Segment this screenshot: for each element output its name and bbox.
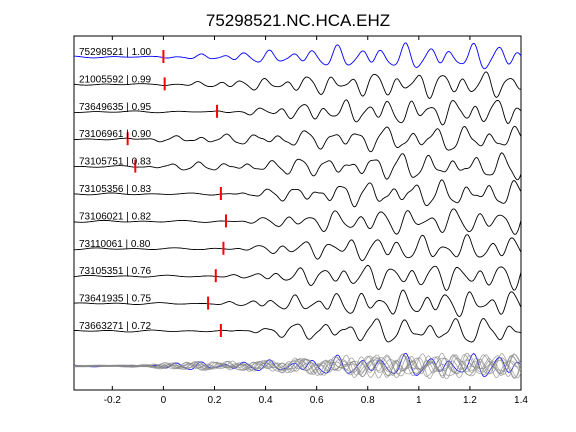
- x-tick-label: 0.4: [259, 395, 273, 406]
- waveform-trace: 73105351 | 0.76: [73, 264, 522, 291]
- trace-label: 73105351 | 0.76: [79, 266, 152, 277]
- stacked-waveform-line: [73, 354, 522, 379]
- waveform-trace: 73663271 | 0.72: [73, 318, 522, 343]
- waveform-line: [73, 71, 522, 100]
- x-tick-label: 0.6: [310, 395, 324, 406]
- plot-frame: [73, 35, 522, 391]
- stacked-waveforms: [73, 352, 522, 380]
- waveform-line: [73, 99, 522, 126]
- stacked-waveform-line: [74, 354, 522, 377]
- waveform-line: [73, 179, 522, 208]
- trace-label: 73641935 | 0.75: [79, 294, 152, 305]
- x-axis: -0.2 0 0.2 0.4 0.6 0.8 1 1.2 1.4: [104, 36, 528, 406]
- waveform-line: [73, 289, 522, 317]
- waveform-line: [73, 152, 522, 181]
- x-tick-label: 0: [161, 395, 167, 406]
- waveform-trace: 73105751 | 0.83: [73, 152, 522, 181]
- waveform-trace: 73105356 | 0.83: [73, 179, 522, 208]
- trace-label: 73106961 | 0.90: [79, 129, 152, 140]
- x-tick-label: 1.2: [463, 395, 477, 406]
- waveform-trace: 73106961 | 0.90: [74, 125, 522, 153]
- waveform-line: [73, 234, 522, 262]
- waveform-line: [73, 264, 522, 291]
- waveform-trace: 75298521 | 1.00: [73, 42, 522, 70]
- waveform-trace: 21005592 | 0.99: [73, 71, 522, 100]
- trace-label: 73110061 | 0.80: [79, 239, 151, 250]
- trace-label: 73105751 | 0.83: [79, 157, 152, 168]
- trace-label: 21005592 | 0.99: [79, 74, 152, 85]
- chart-title: 75298521.NC.HCA.EHZ: [206, 11, 390, 30]
- x-tick-label: -0.2: [104, 395, 122, 406]
- waveform-line: [73, 42, 522, 70]
- trace-label: 73649635 | 0.95: [79, 102, 152, 113]
- x-tick-label: 1.4: [514, 395, 528, 406]
- trace-label: 73663271 | 0.72: [79, 321, 152, 332]
- x-tick-label: 1: [416, 395, 422, 406]
- trace-label: 73105356 | 0.83: [79, 184, 152, 195]
- waveform-line: [74, 125, 522, 153]
- waveform-line: [73, 318, 522, 343]
- x-tick-label: 0.2: [208, 395, 222, 406]
- trace-label: 73106021 | 0.82: [79, 211, 152, 222]
- waveform-trace: 73110061 | 0.80: [73, 234, 522, 262]
- x-tick-label: 0.8: [361, 395, 375, 406]
- trace-label: 75298521 | 1.00: [79, 47, 152, 58]
- waveform-trace: 73649635 | 0.95: [73, 99, 522, 126]
- trace-list: 75298521 | 1.00 21005592 | 0.99 73649635 |…: [73, 42, 522, 343]
- waveform-trace: 73106021 | 0.82: [73, 208, 522, 235]
- waveform-line: [73, 208, 522, 235]
- waveform-trace: 73641935 | 0.75: [73, 289, 522, 317]
